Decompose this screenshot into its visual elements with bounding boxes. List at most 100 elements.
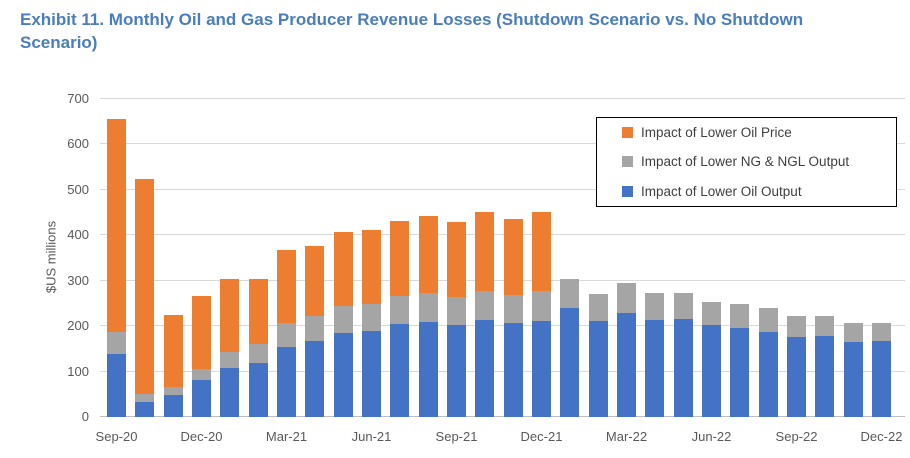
bar-segment [673, 319, 693, 417]
x-tick-label: Jun-21 [351, 429, 392, 444]
y-tick-label: 200 [67, 318, 89, 334]
legend-swatch-oil-price-icon [622, 127, 633, 139]
gridline [100, 188, 905, 190]
bar-segment [815, 316, 835, 337]
x-tick-label: Dec-22 [860, 429, 903, 444]
bar-stack-jun-21 [361, 230, 381, 417]
bar-segment [531, 321, 551, 417]
bar-segment [503, 322, 523, 417]
gridline [100, 279, 905, 281]
bar-segment [333, 232, 353, 307]
bar-segment [191, 368, 211, 380]
bar-segment [418, 215, 438, 293]
bar-segment [786, 316, 806, 338]
bar-segment [560, 307, 580, 417]
bar-stack-feb-21 [248, 279, 268, 417]
bar-stack-aug-22 [758, 307, 778, 417]
x-tick-label: Sep-21 [435, 429, 478, 444]
bar-segment [305, 316, 325, 342]
legend-item-ng-ngl-output: Impact of Lower NG & NGL Output [597, 147, 896, 176]
bar-stack-aug-21 [418, 215, 438, 417]
bar-segment [191, 379, 211, 417]
bar-segment [503, 218, 523, 295]
x-axis-tick-labels: Sep-20 Dec-20 Mar-21 Jun-21 Sep-21 Dec-21 Mar-… [96, 429, 905, 445]
bar-stack-may-21 [333, 232, 353, 417]
y-tick-label: 600 [67, 136, 89, 152]
bar-stack-oct-20 [135, 179, 155, 417]
bar-segment [871, 341, 891, 417]
y-tick-label: 100 [67, 363, 89, 379]
bar-segment [220, 368, 240, 417]
bar-stack-feb-22 [588, 294, 608, 417]
bar-segment [645, 319, 665, 417]
bar-stack-apr-22 [645, 292, 665, 417]
bar-segment [701, 301, 721, 326]
bar-segment [475, 212, 495, 291]
bar-segment [446, 324, 466, 417]
chart-legend: Impact of Lower Oil Price Impact of Lowe… [596, 117, 897, 207]
bar-segment [390, 220, 410, 297]
bar-segment [786, 337, 806, 417]
bar-stack-jul-21 [390, 220, 410, 417]
bar-segment [163, 315, 183, 388]
x-tick-label: Mar-21 [265, 429, 308, 444]
bar-segment [616, 283, 636, 313]
gridline [100, 234, 905, 236]
bar-segment [418, 321, 438, 417]
plot-area [100, 98, 905, 417]
y-axis-tick-labels: 0 100 200 300 400 500 600 700 [0, 91, 89, 424]
bar-stack-sep-22 [786, 316, 806, 417]
bar-segment [305, 341, 325, 417]
bar-segment [390, 324, 410, 417]
x-tick-label: Sep-20 [95, 429, 138, 444]
bar-segment [531, 212, 551, 292]
bar-stack-dec-21 [531, 212, 551, 417]
bar-segment [333, 306, 353, 333]
bar-segment [276, 323, 296, 347]
bar-stack-jul-22 [730, 303, 750, 417]
bar-segment [107, 354, 126, 417]
exhibit-title: Exhibit 11. Monthly Oil and Gas Producer… [20, 10, 804, 52]
bar-segment [730, 327, 750, 417]
bar-segment [758, 332, 778, 417]
bar-stack-jan-21 [220, 279, 240, 417]
bar-segment [107, 331, 126, 355]
gridline [100, 370, 905, 372]
bar-segment [418, 292, 438, 322]
bar-stack-sep-21 [446, 221, 466, 417]
bar-segment [163, 395, 183, 417]
y-tick-label: 0 [81, 409, 89, 424]
bar-segment [333, 332, 353, 417]
y-tick-label: 500 [67, 181, 89, 197]
bar-stack-oct-22 [815, 316, 835, 417]
bar-segment [248, 344, 268, 363]
bar-segment [248, 362, 268, 417]
bar-segment [135, 179, 155, 395]
x-tick-label: Dec-20 [180, 429, 223, 444]
bar-segment [730, 303, 750, 328]
bar-segment [758, 307, 778, 333]
bar-segment [701, 325, 721, 417]
bar-stack-nov-20 [163, 315, 183, 417]
legend-item-oil-price: Impact of Lower Oil Price [597, 118, 896, 147]
legend-label-ng-ngl-output: Impact of Lower NG & NGL Output [641, 154, 850, 170]
bar-segment [361, 230, 381, 305]
legend-item-oil-output: Impact of Lower Oil Output [597, 177, 896, 206]
bar-segment [843, 341, 863, 417]
bar-segment [503, 294, 523, 323]
gridline [100, 325, 905, 327]
bar-segment [588, 294, 608, 321]
bar-segment [871, 322, 891, 342]
bar-segment [276, 249, 296, 324]
x-tick-label: Jun-22 [691, 429, 732, 444]
bar-segment [390, 296, 410, 325]
legend-label-oil-output: Impact of Lower Oil Output [641, 183, 802, 199]
x-tick-label: Mar-22 [605, 429, 648, 444]
bar-segment [361, 330, 381, 417]
bar-stack-jun-22 [701, 301, 721, 417]
bar-segment [588, 320, 608, 417]
bar-stack-apr-21 [305, 245, 325, 417]
bar-stack-dec-20 [191, 295, 211, 417]
legend-swatch-oil-output-icon [622, 185, 633, 197]
